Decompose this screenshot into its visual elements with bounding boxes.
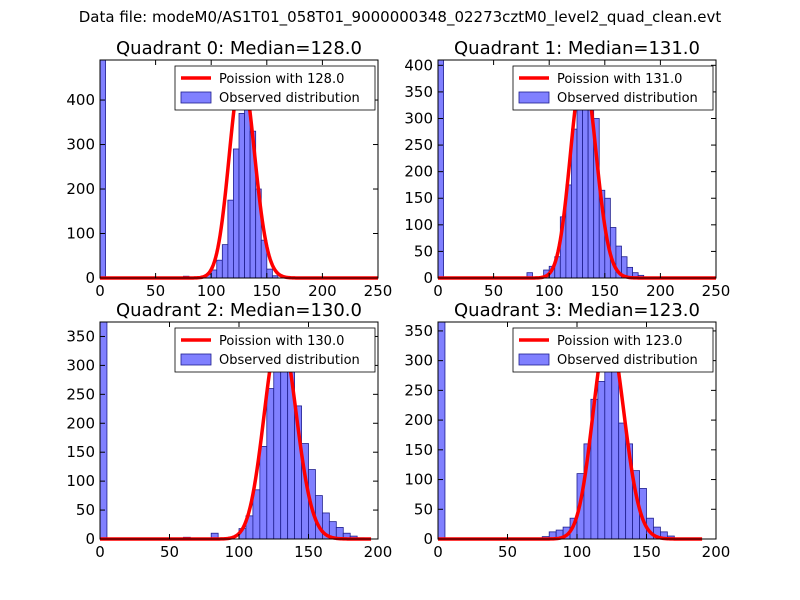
axes-frame xyxy=(99,59,379,279)
y-tick-label: 200 xyxy=(66,414,95,432)
subplot-quadrant-1: Quadrant 1: Median=131.0 0 50 100 150 200 250 0… xyxy=(404,38,730,300)
legend-hist-label: Observed distribution xyxy=(557,353,698,368)
y-tick-label: 350 xyxy=(66,327,95,345)
histogram-bar xyxy=(576,80,583,279)
y-tick-label: 50 xyxy=(414,242,433,260)
x-tick-label: 0 xyxy=(433,543,443,561)
legend: Poission with 131.0 Observed distribution xyxy=(512,65,714,111)
y-tick-label: 350 xyxy=(404,83,433,101)
x-tick-label: 250 xyxy=(702,282,731,300)
y-tick-label: 250 xyxy=(404,136,433,154)
legend-hist-swatch xyxy=(180,91,212,104)
y-tick-label: 200 xyxy=(404,411,433,429)
histogram-bar xyxy=(597,381,606,540)
x-tick-label: 200 xyxy=(702,543,731,561)
x-tick-label: 100 xyxy=(197,282,226,300)
y-tick-label: 300 xyxy=(66,356,95,374)
subplot-title: Quadrant 0: Median=128.0 xyxy=(116,38,362,59)
axes-frame xyxy=(437,59,717,279)
x-tick-label: 50 xyxy=(146,282,165,300)
x-tick-label: 100 xyxy=(563,543,592,561)
y-tick-label: 0 xyxy=(85,530,95,548)
legend-hist-swatch xyxy=(518,353,550,366)
x-tick-label: 150 xyxy=(252,282,281,300)
x-tick-label: 50 xyxy=(484,282,503,300)
y-tick-label: 250 xyxy=(66,385,95,403)
histogram-bar xyxy=(266,268,273,279)
histogram-bar xyxy=(437,59,444,279)
x-tick-label: 150 xyxy=(294,543,323,561)
histogram-bar xyxy=(221,244,229,279)
y-tick-label: 0 xyxy=(423,530,433,548)
x-tick-label: 150 xyxy=(632,543,661,561)
legend-curve-label: Poission with 130.0 xyxy=(219,334,344,349)
y-tick-label: 0 xyxy=(423,269,433,287)
legend-curve-label: Poission with 123.0 xyxy=(557,334,682,349)
legend-hist-label: Observed distribution xyxy=(557,91,698,106)
histogram-bar xyxy=(238,112,245,279)
y-tick-label: 150 xyxy=(404,441,433,459)
y-tick-label: 100 xyxy=(66,225,95,243)
subplot-title: Quadrant 3: Median=123.0 xyxy=(454,300,700,321)
legend: Poission with 123.0 Observed distribution xyxy=(512,327,714,373)
y-tick-label: 250 xyxy=(404,381,433,399)
legend-hist-swatch xyxy=(180,353,212,366)
y-tick-label: 300 xyxy=(404,352,433,370)
legend-curve-label: Poission with 128.0 xyxy=(219,72,344,87)
x-tick-label: 100 xyxy=(535,282,564,300)
subplot-title: Quadrant 2: Median=130.0 xyxy=(116,300,362,321)
x-tick-label: 0 xyxy=(95,543,105,561)
legend-hist-label: Observed distribution xyxy=(219,91,360,106)
y-tick-label: 350 xyxy=(404,322,433,340)
y-tick-label: 150 xyxy=(66,443,95,461)
figure-suptitle: Data file: modeM0/AS1T01_058T01_90000003… xyxy=(78,8,722,26)
histogram-bar xyxy=(216,259,223,279)
legend-hist-swatch xyxy=(518,91,550,104)
y-tick-label: 400 xyxy=(404,56,433,74)
y-tick-label: 400 xyxy=(66,91,95,109)
subplot-quadrant-3: Quadrant 3: Median=123.0 0 50 100 150 200 0 50 1… xyxy=(404,300,730,561)
legend: Poission with 130.0 Observed distribution xyxy=(174,327,376,373)
x-tick-label: 200 xyxy=(646,282,675,300)
x-tick-label: 250 xyxy=(364,282,393,300)
subplot-quadrant-2: Quadrant 2: Median=130.0 0 50 100 150 200 0 50 1… xyxy=(66,300,392,561)
x-tick-label: 200 xyxy=(364,543,393,561)
x-tick-label: 150 xyxy=(590,282,619,300)
subplot-quadrant-0: Quadrant 0: Median=128.0 0 50 100 150 200 250 0… xyxy=(66,38,392,300)
x-tick-label: 50 xyxy=(498,543,517,561)
y-tick-label: 200 xyxy=(66,180,95,198)
y-tick-label: 200 xyxy=(404,163,433,181)
histogram-bar xyxy=(618,422,627,540)
y-tick-label: 100 xyxy=(404,471,433,489)
histogram-bar xyxy=(437,321,446,540)
y-tick-label: 0 xyxy=(85,269,95,287)
y-tick-label: 300 xyxy=(404,109,433,127)
x-tick-label: 0 xyxy=(433,282,443,300)
histogram-bar xyxy=(99,59,106,279)
y-tick-label: 50 xyxy=(76,501,95,519)
y-tick-label: 150 xyxy=(404,189,433,207)
y-tick-label: 100 xyxy=(404,216,433,234)
legend-curve-label: Poission with 131.0 xyxy=(557,72,682,87)
x-tick-label: 0 xyxy=(95,282,105,300)
histogram-bar xyxy=(259,446,268,540)
y-tick-label: 100 xyxy=(66,472,95,490)
histogram-bar xyxy=(273,347,282,540)
histogram-bar xyxy=(99,321,108,540)
x-tick-label: 100 xyxy=(225,543,254,561)
x-tick-label: 50 xyxy=(160,543,179,561)
histogram-bar xyxy=(266,388,275,540)
y-tick-label: 300 xyxy=(66,136,95,154)
legend: Poission with 128.0 Observed distribution xyxy=(174,65,376,111)
histogram-bar xyxy=(233,148,240,279)
subplot-title: Quadrant 1: Median=131.0 xyxy=(454,38,700,59)
y-tick-label: 50 xyxy=(414,500,433,518)
legend-hist-label: Observed distribution xyxy=(219,353,360,368)
x-tick-label: 200 xyxy=(308,282,337,300)
histogram-bar xyxy=(227,199,234,279)
